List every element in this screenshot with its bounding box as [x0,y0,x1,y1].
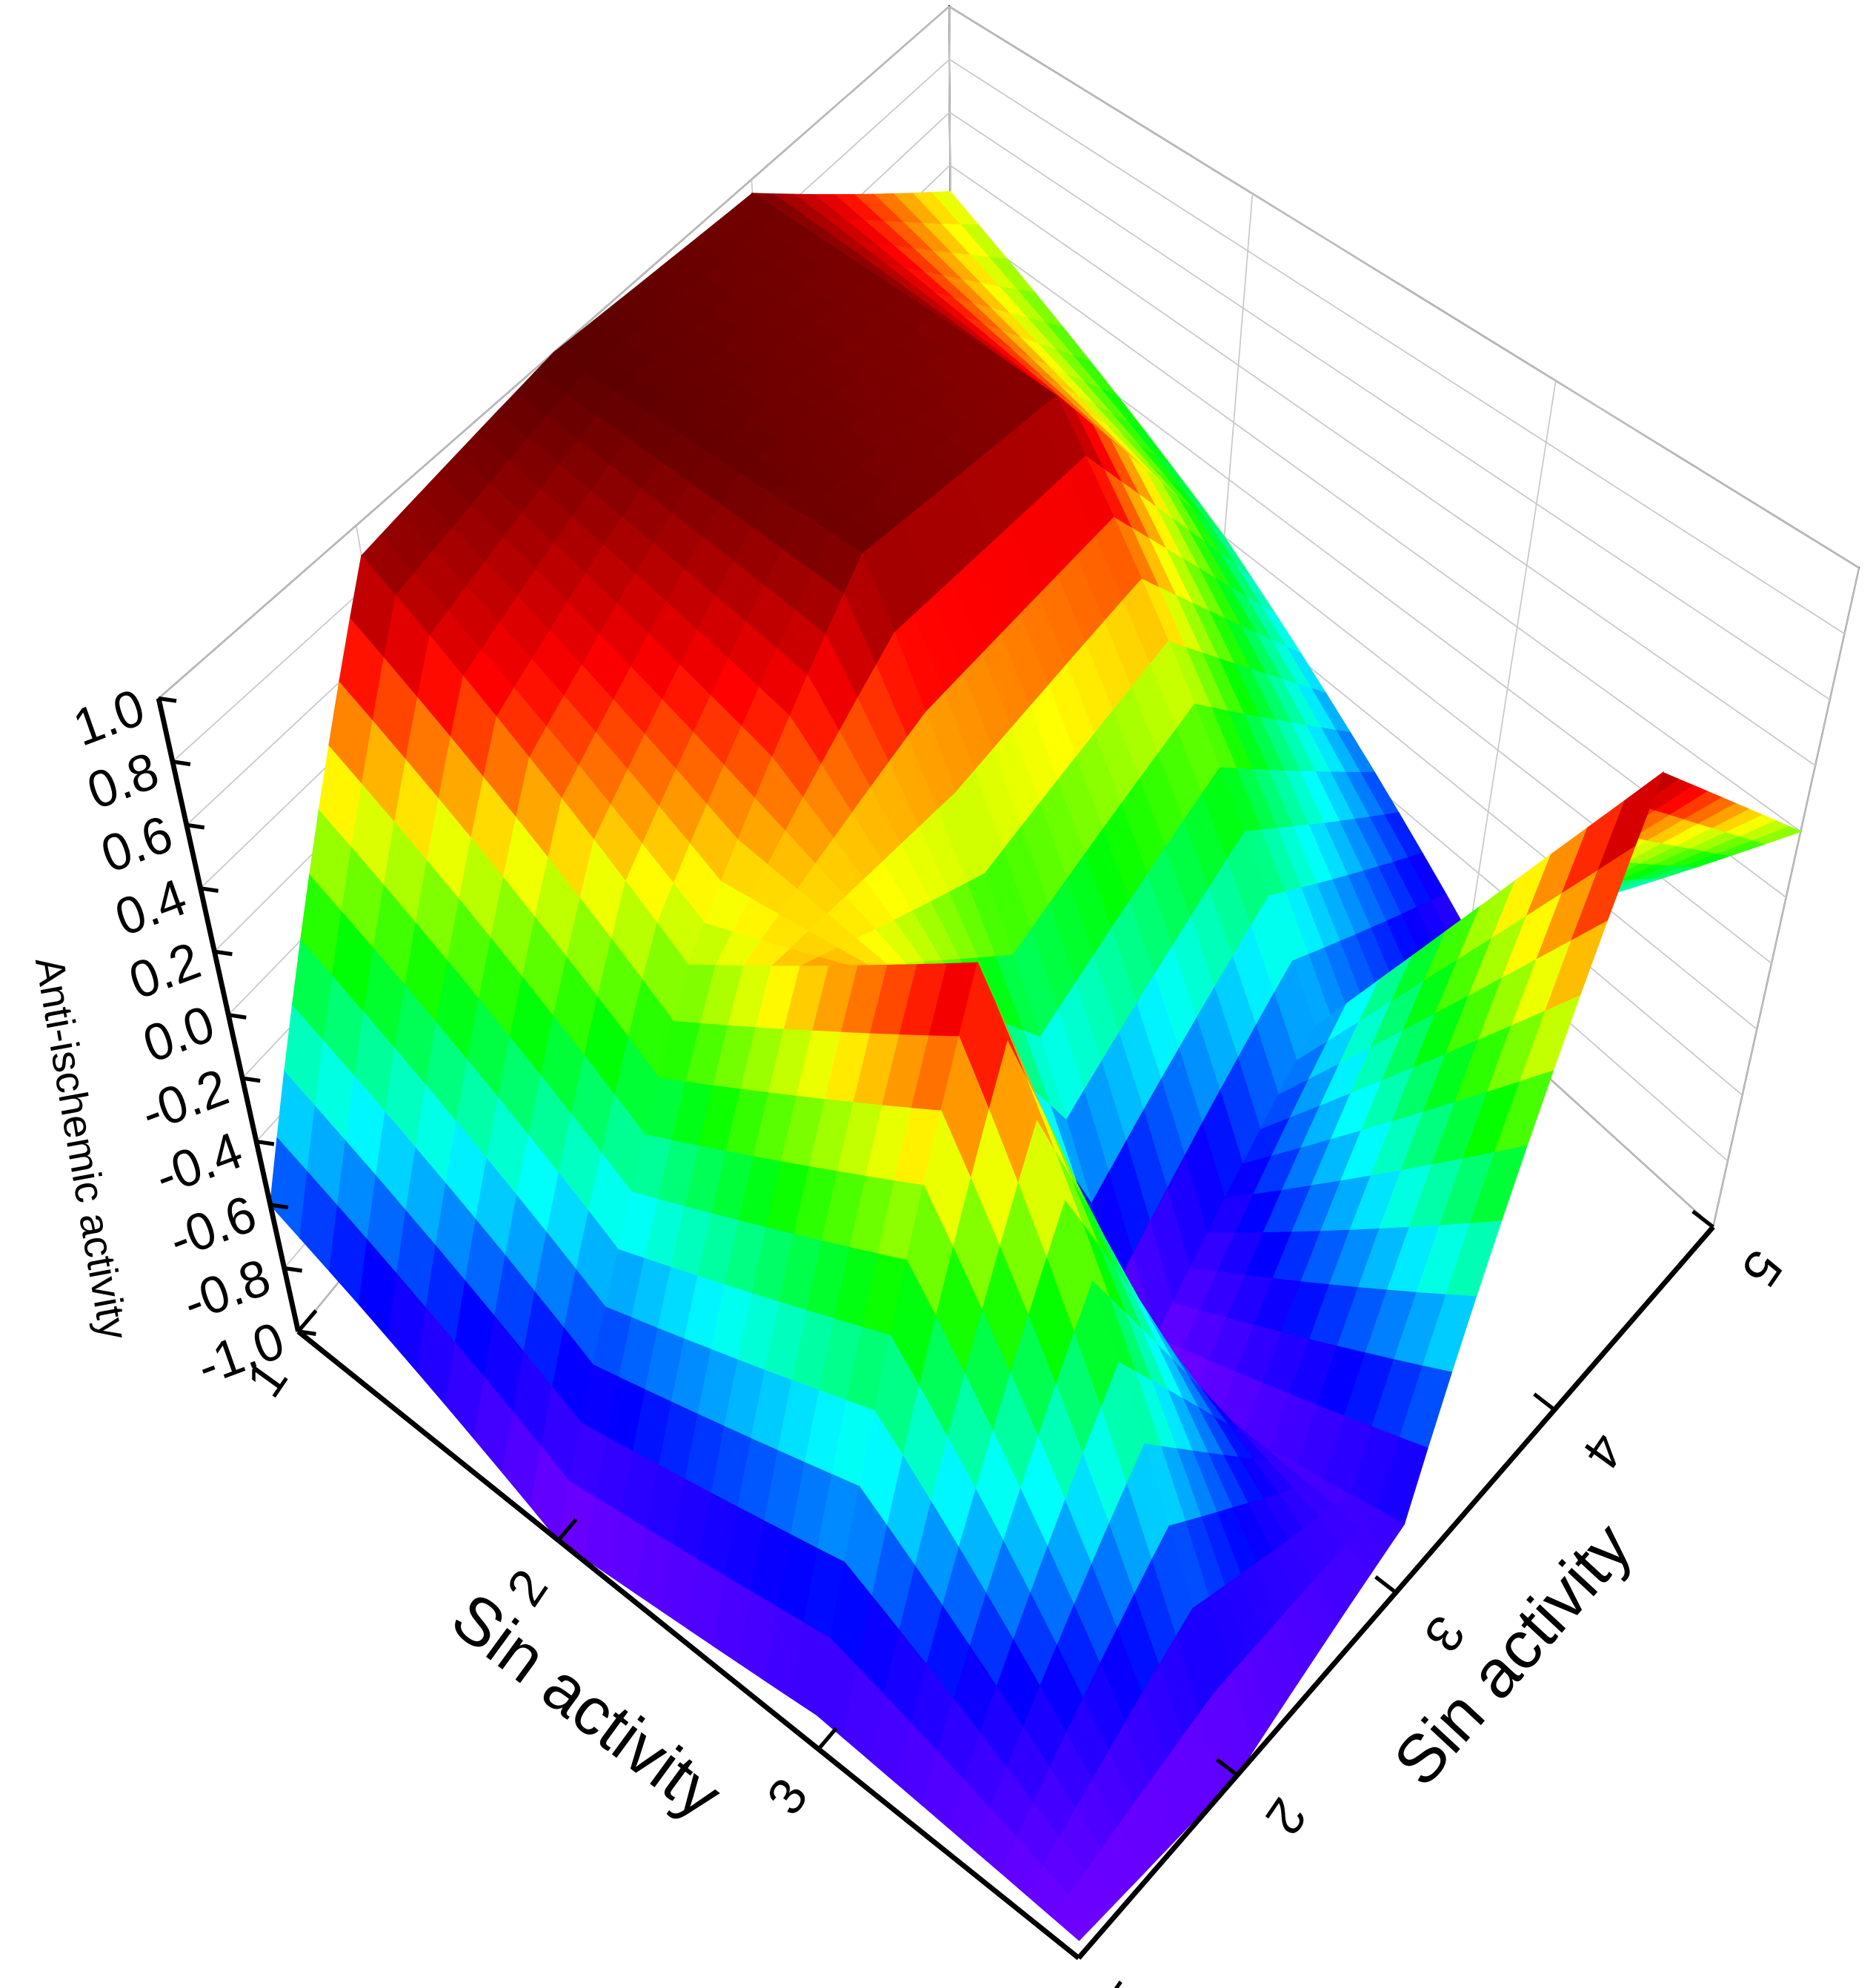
surface-cell [1056,395,1470,1028]
surface-cell [1138,771,1665,1526]
y-tick [1533,1392,1556,1412]
y-axis-title: Sin activity [1380,1509,1646,1801]
y-tick [1691,1209,1714,1229]
y-tick-label: 4 [1572,1423,1635,1480]
z-tick [186,822,205,830]
z-tick [284,1266,302,1273]
surface-cell [751,190,1225,538]
grid-line [1458,380,1557,997]
surface-cell [977,963,1405,1777]
grid-line [949,164,1816,766]
x-axis [296,1329,1080,1961]
y-tick [1374,1575,1397,1595]
surface-cell [553,193,1058,555]
x-tick [556,1517,578,1542]
grid-line [1712,568,1860,1228]
y-tick [1215,1758,1239,1777]
z-tick [200,886,219,893]
axes: 123412345-1.0-0.8-0.6-0.4-0.20.00.20.40.… [66,677,1794,1988]
surface-cell [361,351,864,966]
z-tick [172,759,191,767]
z-tick [242,1076,261,1083]
y-tick-label: 2 [1255,1788,1318,1845]
surface [270,190,1803,1941]
z-tick [158,696,177,703]
x-tick-label: 3 [756,1768,819,1825]
surface-cell [862,394,1316,1374]
z-tick [256,1139,275,1146]
x-tick [1077,1935,1098,1960]
x-tick [816,1726,838,1751]
y-tick [1057,1941,1080,1960]
z-tick [270,1203,289,1210]
surface-patch [1052,1894,1096,1941]
grid-line [949,111,1831,700]
grid-line [948,6,1860,569]
grid-line [949,59,1845,635]
y-tick-label: 1 [1097,1971,1160,1988]
z-tick [214,949,233,957]
z-axis-title: Anti-ischemic activity [27,954,137,1343]
x-tick [296,1309,318,1333]
grid-line [950,217,1801,832]
surface-cell [270,554,689,1542]
surface-cell [557,962,979,1716]
z-tick [227,1013,247,1020]
surface-cell [816,961,1238,1941]
x-tick-label: 4 [1016,1976,1079,1988]
y-tick-label: 5 [1731,1240,1794,1297]
z-tick [298,1329,316,1337]
